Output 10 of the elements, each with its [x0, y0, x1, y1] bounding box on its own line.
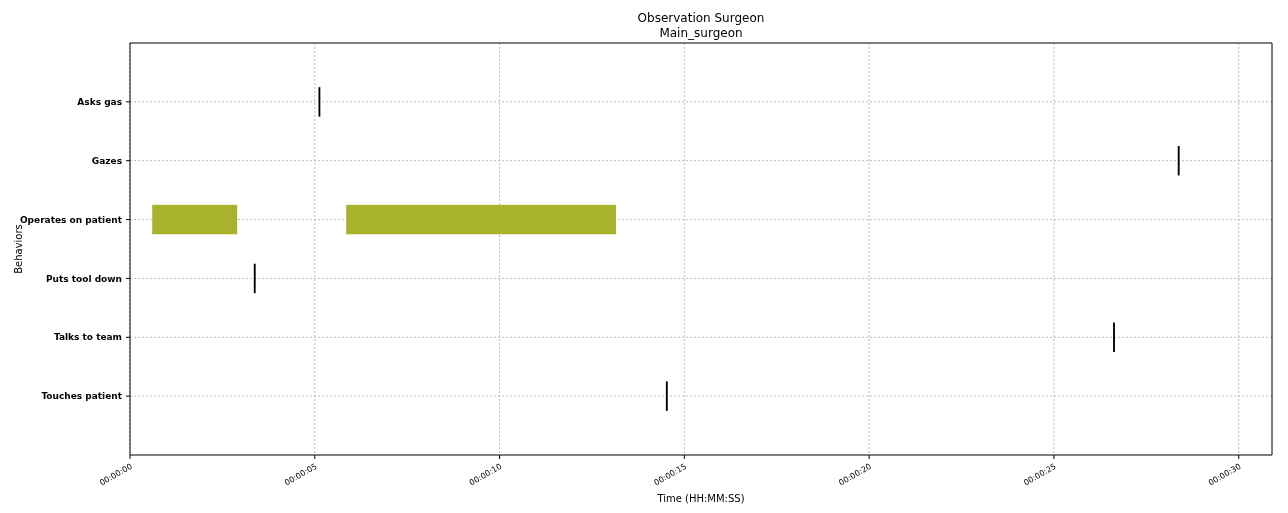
- x-axis-title: Time (HH:MM:SS): [656, 493, 745, 504]
- y-axis-title: Behaviors: [13, 224, 24, 274]
- y-tick-label: Touches patient: [41, 391, 123, 402]
- chart-title: Observation Surgeon: [637, 11, 765, 25]
- y-tick-label: Operates on patient: [19, 214, 123, 225]
- y-tick-label: Gazes: [91, 155, 122, 166]
- y-tick-label: Talks to team: [53, 332, 122, 343]
- y-tick-label: Puts tool down: [45, 273, 122, 284]
- chart-subtitle: Main_surgeon: [659, 26, 743, 40]
- y-tick-label: Asks gas: [77, 97, 122, 108]
